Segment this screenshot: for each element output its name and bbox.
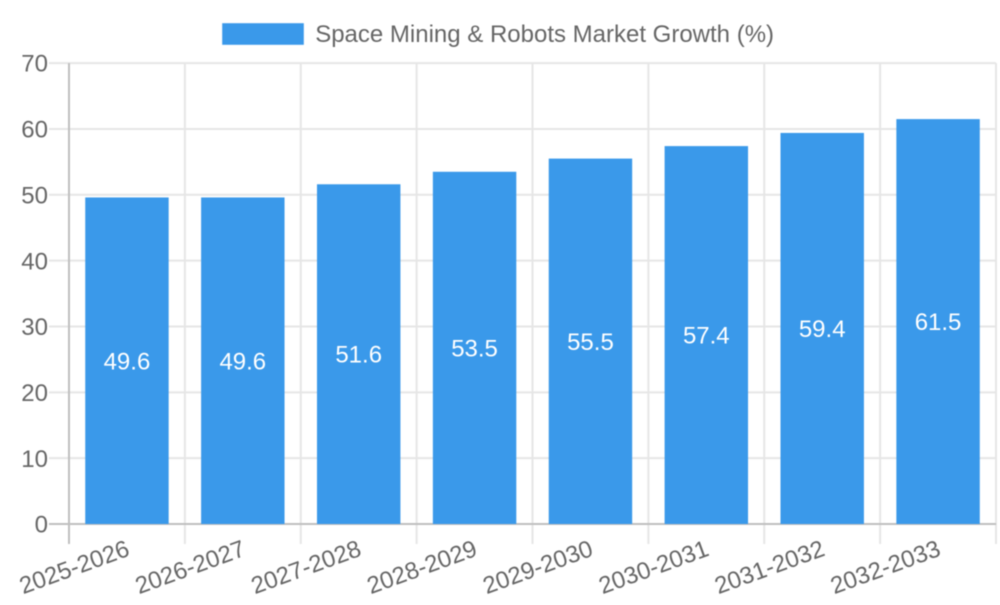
svg-text:57.4: 57.4 xyxy=(683,323,730,350)
svg-text:0: 0 xyxy=(35,512,48,539)
svg-text:50: 50 xyxy=(21,182,48,209)
svg-text:59.4: 59.4 xyxy=(799,316,846,343)
svg-text:51.6: 51.6 xyxy=(335,342,382,369)
svg-text:60: 60 xyxy=(21,117,48,144)
svg-text:61.5: 61.5 xyxy=(915,309,962,336)
svg-text:20: 20 xyxy=(21,380,48,407)
svg-text:55.5: 55.5 xyxy=(567,329,614,356)
svg-text:40: 40 xyxy=(21,248,48,275)
svg-text:53.5: 53.5 xyxy=(451,335,498,362)
svg-text:49.6: 49.6 xyxy=(104,348,151,375)
svg-text:49.6: 49.6 xyxy=(219,348,266,375)
svg-text:70: 70 xyxy=(21,51,48,78)
svg-text:10: 10 xyxy=(21,446,48,473)
svg-text:Space Mining & Robots Market G: Space Mining & Robots Market Growth (%) xyxy=(315,21,774,48)
svg-text:30: 30 xyxy=(21,314,48,341)
